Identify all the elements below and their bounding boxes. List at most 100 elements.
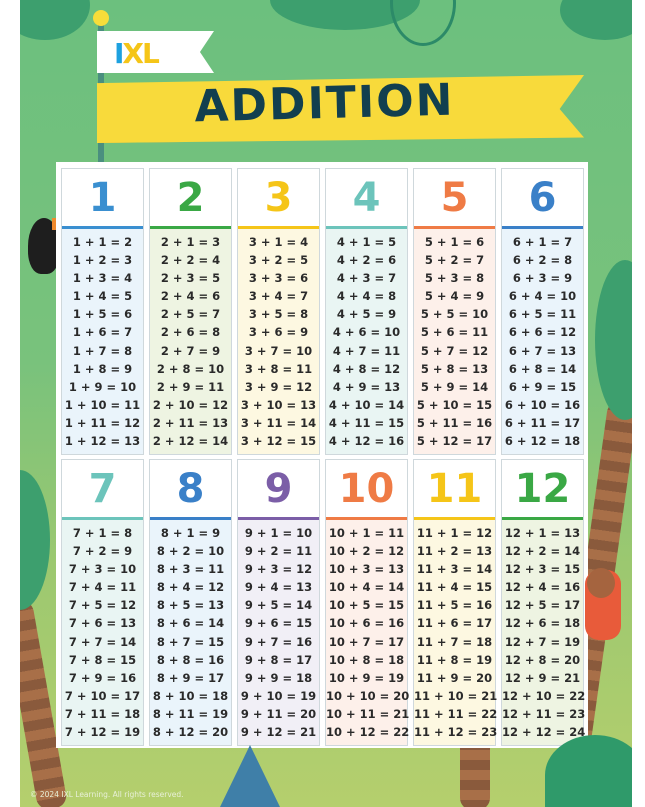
equation: 10 + 3 = 13 <box>328 562 405 577</box>
equation: 4 + 3 = 7 <box>336 271 397 286</box>
equation: 8 + 5 = 13 <box>156 598 225 613</box>
equation: 4 + 11 = 15 <box>328 415 405 430</box>
equation: 3 + 9 = 12 <box>244 379 313 394</box>
equation: 12 + 1 = 13 <box>504 526 581 540</box>
equation: 3 + 3 = 6 <box>248 271 309 286</box>
equation: 1 + 7 = 8 <box>72 343 133 358</box>
equation: 11 + 4 = 15 <box>416 580 493 595</box>
equation: 2 + 1 = 3 <box>160 235 221 249</box>
equation-list: 3 + 1 = 4 3 + 2 = 5 3 + 3 = 6 3 + 4 = 7 3 + … <box>238 229 319 452</box>
equation: 3 + 10 = 13 <box>240 397 317 412</box>
equation: 11 + 1 = 12 <box>416 526 493 540</box>
equation: 4 + 7 = 11 <box>332 343 401 358</box>
jungle-leaves <box>560 0 632 40</box>
card-number: 5 <box>414 169 495 229</box>
equation: 2 + 11 = 13 <box>152 415 229 430</box>
equation: 11 + 7 = 18 <box>416 634 493 649</box>
equation: 10 + 9 = 19 <box>328 670 405 685</box>
logo-xl: XL <box>122 37 159 70</box>
title-banner <box>97 75 584 143</box>
equation: 9 + 10 = 19 <box>240 688 317 703</box>
equation-list: 6 + 1 = 7 6 + 2 = 8 6 + 3 = 9 6 + 4 = 10 6 +… <box>502 229 583 452</box>
equation: 7 + 9 = 16 <box>68 670 137 685</box>
equation: 7 + 3 = 10 <box>68 562 137 577</box>
equation-list: 2 + 1 = 3 2 + 2 = 4 2 + 3 = 5 2 + 4 = 6 2 + … <box>150 229 231 452</box>
addition-card-10: 10 10 + 1 = 11 10 + 2 = 12 10 + 3 = 13 10 + … <box>325 459 410 746</box>
equation-list: 5 + 1 = 6 5 + 2 = 7 5 + 3 = 8 5 + 4 = 9 5 + … <box>414 229 495 452</box>
jungle-leaves <box>595 260 632 420</box>
card-number: 11 <box>414 460 495 520</box>
equation: 11 + 9 = 20 <box>416 670 493 685</box>
ixl-flag: IXL <box>97 31 214 73</box>
equation: 11 + 5 = 16 <box>416 598 493 613</box>
equation: 12 + 11 = 23 <box>502 706 586 721</box>
equation: 8 + 10 = 18 <box>152 688 229 703</box>
equation: 10 + 1 = 11 <box>328 526 405 540</box>
equation: 8 + 3 = 11 <box>156 562 225 577</box>
equation-list: 8 + 1 = 9 8 + 2 = 10 8 + 3 = 11 8 + 4 = 12 8… <box>150 520 231 743</box>
vine <box>390 0 456 46</box>
equation-list: 11 + 1 = 12 11 + 2 = 13 11 + 3 = 14 11 + 4 … <box>414 520 497 743</box>
equation: 1 + 11 = 12 <box>64 415 141 430</box>
equation-list: 9 + 1 = 10 9 + 2 = 11 9 + 3 = 12 9 + 4 = 13… <box>238 520 319 743</box>
equation: 9 + 3 = 12 <box>244 562 313 577</box>
equation: 3 + 12 = 15 <box>240 434 317 449</box>
equation: 6 + 12 = 18 <box>504 434 581 449</box>
equation: 2 + 10 = 12 <box>152 397 229 412</box>
equation: 8 + 12 = 20 <box>152 725 229 740</box>
equation: 11 + 2 = 13 <box>416 544 493 559</box>
equation: 1 + 4 = 5 <box>72 289 133 304</box>
equation: 8 + 1 = 9 <box>160 526 221 540</box>
equation: 9 + 8 = 17 <box>244 652 313 667</box>
equation: 10 + 10 = 20 <box>326 688 410 703</box>
equation: 5 + 11 = 16 <box>416 415 493 430</box>
equation: 2 + 3 = 5 <box>160 271 221 286</box>
equation: 10 + 12 = 22 <box>326 725 410 740</box>
equation: 1 + 2 = 3 <box>72 253 133 268</box>
equation-list: 10 + 1 = 11 10 + 2 = 12 10 + 3 = 13 10 + 4 … <box>326 520 410 743</box>
equation: 2 + 5 = 7 <box>160 307 221 322</box>
equation: 11 + 6 = 17 <box>416 616 493 631</box>
equation: 3 + 6 = 9 <box>248 325 309 340</box>
equation: 12 + 3 = 15 <box>504 562 581 577</box>
equation: 5 + 8 = 13 <box>420 361 489 376</box>
equation: 8 + 8 = 16 <box>156 652 225 667</box>
card-number: 2 <box>150 169 231 229</box>
card-number: 3 <box>238 169 319 229</box>
bush <box>545 735 632 807</box>
equation: 10 + 5 = 15 <box>328 598 405 613</box>
equation: 3 + 11 = 14 <box>240 415 317 430</box>
equation: 4 + 5 = 9 <box>336 307 397 322</box>
equation: 12 + 4 = 16 <box>504 580 581 595</box>
equation: 6 + 8 = 14 <box>508 361 577 376</box>
equation: 8 + 11 = 19 <box>152 706 229 721</box>
equation: 6 + 6 = 12 <box>508 325 577 340</box>
equation: 5 + 10 = 15 <box>416 397 493 412</box>
equation: 2 + 9 = 11 <box>156 379 225 394</box>
equation: 7 + 11 = 18 <box>64 706 141 721</box>
equation: 6 + 1 = 7 <box>512 235 573 249</box>
equation: 6 + 11 = 17 <box>504 415 581 430</box>
equation: 9 + 4 = 13 <box>244 580 313 595</box>
equation: 4 + 10 = 14 <box>328 397 405 412</box>
equation: 11 + 3 = 14 <box>416 562 493 577</box>
equation: 9 + 9 = 18 <box>244 670 313 685</box>
equation: 9 + 2 = 11 <box>244 544 313 559</box>
equation: 9 + 6 = 15 <box>244 616 313 631</box>
addition-card-11: 11 11 + 1 = 12 11 + 2 = 13 11 + 3 = 14 11 + … <box>413 459 497 746</box>
equation: 5 + 4 = 9 <box>424 289 485 304</box>
equation: 5 + 12 = 17 <box>416 434 493 449</box>
jungle-leaves <box>20 0 90 40</box>
equation: 5 + 7 = 12 <box>420 343 489 358</box>
equation: 11 + 8 = 19 <box>416 652 493 667</box>
card-number: 12 <box>502 460 583 520</box>
equation: 8 + 7 = 15 <box>156 634 225 649</box>
equation: 12 + 8 = 20 <box>504 652 581 667</box>
equation: 5 + 2 = 7 <box>424 253 485 268</box>
equation: 7 + 4 = 11 <box>68 580 137 595</box>
equation: 3 + 5 = 8 <box>248 307 309 322</box>
equation: 6 + 7 = 13 <box>508 343 577 358</box>
